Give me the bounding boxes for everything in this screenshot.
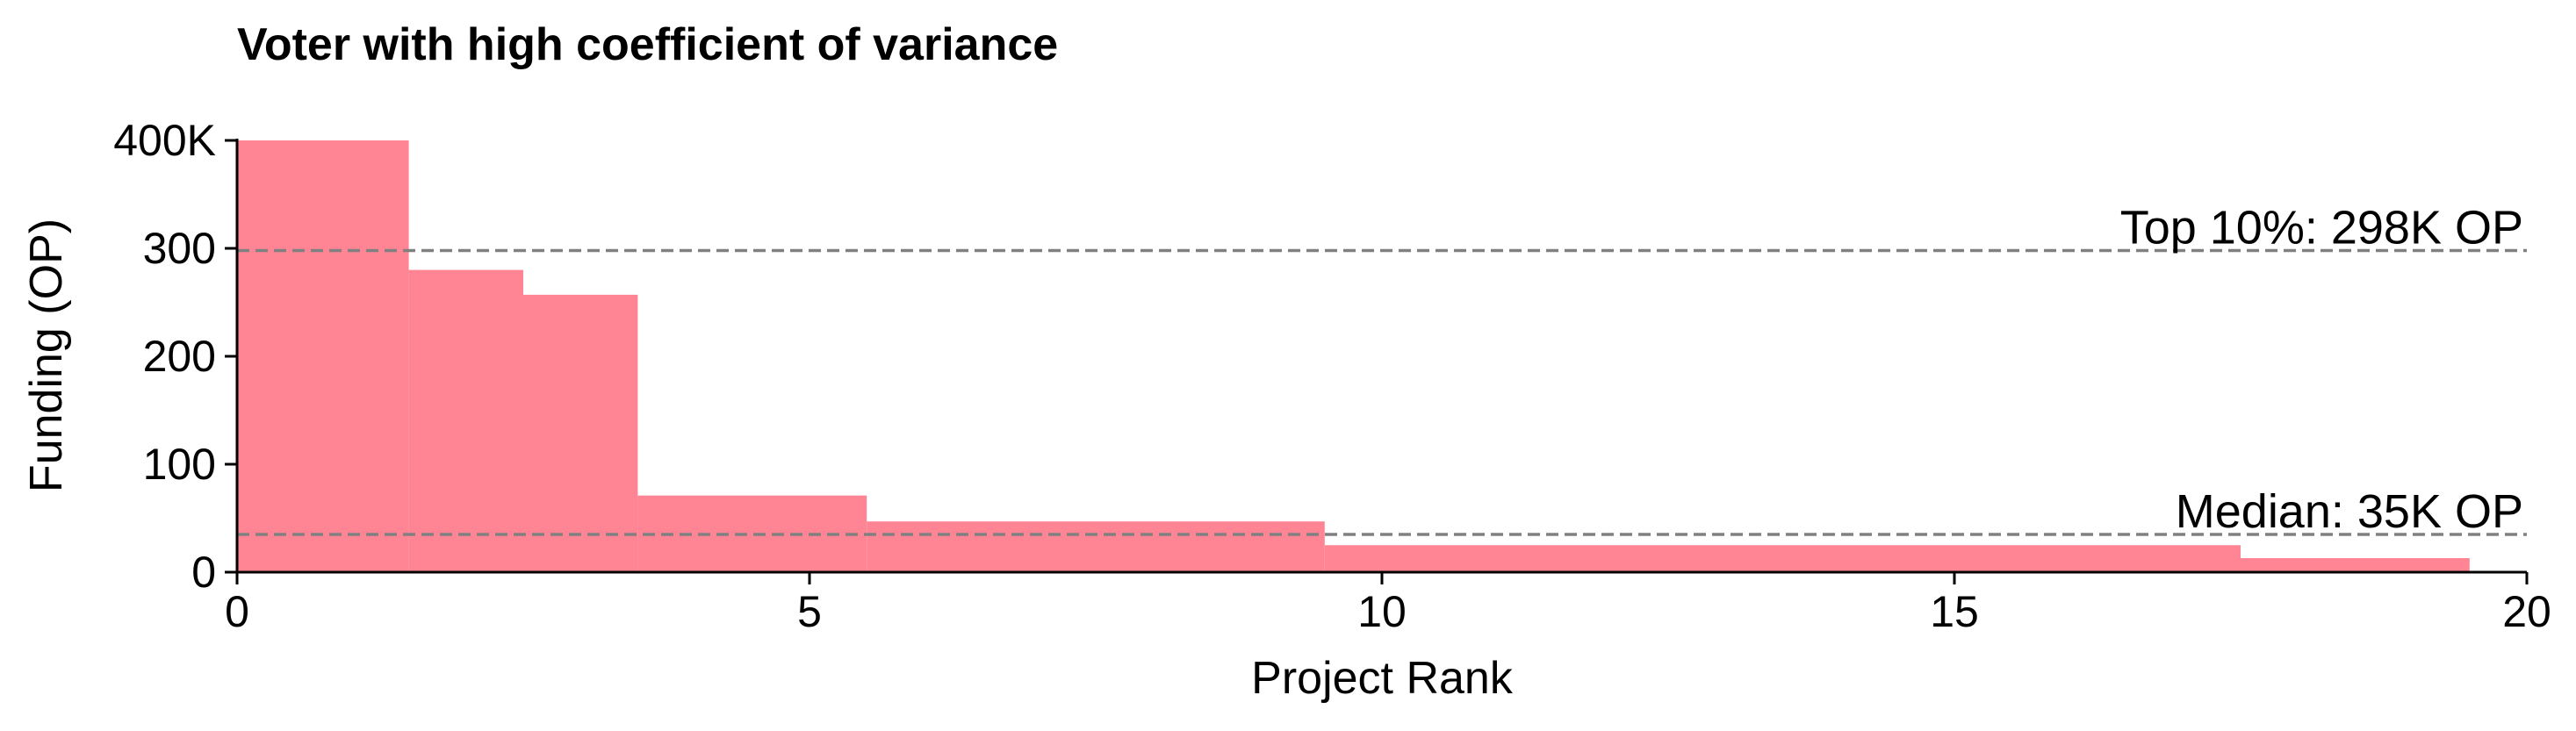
x-tick-label: 5 [797,587,822,636]
reference-label-1: Top 10%: 298K OP [2120,201,2523,254]
y-tick-label: 200 [143,332,216,381]
y-tick-label: 400K [113,116,216,165]
bars-layer [237,140,2470,572]
y-tick-label: 100 [143,440,216,489]
x-tick-label: 15 [1930,587,1979,636]
bar-6 [1324,545,2241,572]
x-tick-label: 0 [225,587,249,636]
x-axis-title: Project Rank [1251,653,1514,704]
y-axis-title: Funding (OP) [21,219,72,492]
chart-title: Voter with high coefficient of variance [237,19,1058,70]
bar-7 [2241,558,2470,572]
y-tick-label: 300 [143,224,216,273]
bar-2 [408,269,523,572]
x-tick-label: 10 [1357,587,1407,636]
x-tick-label: 20 [2502,587,2551,636]
reference-lines: Top 10%: 298K OP Median: 35K OP [237,201,2527,538]
x-ticks: 0 5 10 15 20 [225,572,2551,636]
reference-label-2: Median: 35K OP [2176,485,2523,538]
bar-3 [523,294,638,572]
y-tick-label: 0 [191,548,216,597]
y-ticks: 0 100 200 300 400K [113,116,237,597]
bar-5 [867,521,1325,572]
bar-1 [237,140,409,572]
